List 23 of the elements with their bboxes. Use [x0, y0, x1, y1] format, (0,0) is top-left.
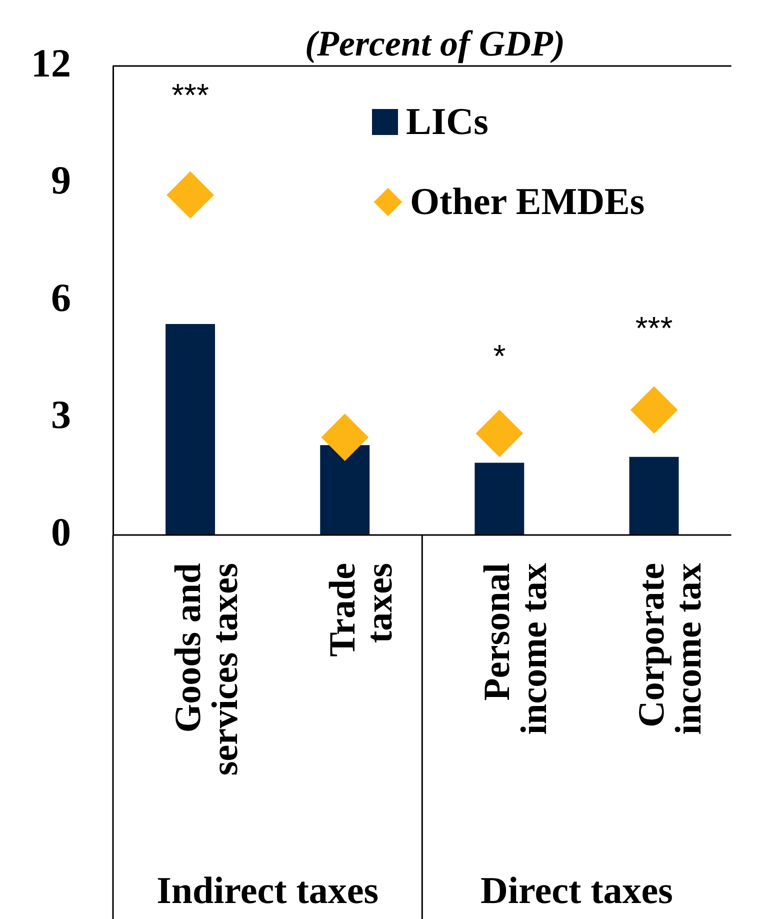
point [321, 414, 368, 461]
bar [320, 445, 370, 535]
bar [474, 462, 524, 535]
legend-label: LICs [406, 100, 488, 144]
x-tick-label: Trade taxes [322, 563, 400, 657]
point [630, 386, 678, 434]
y-tick-label: 3 [51, 392, 71, 438]
y-tick-label: 0 [51, 509, 71, 554]
annotation: * [493, 338, 506, 374]
y-tick-label: 12 [31, 40, 71, 86]
annotation: *** [635, 310, 673, 346]
text: Direct taxes [480, 870, 673, 912]
chart-title: (Percent of GDP) [305, 23, 565, 64]
annotation: *** [172, 77, 209, 113]
text: Indirect taxes [156, 870, 379, 912]
y-tick-label: 9 [51, 158, 71, 203]
bar [166, 324, 216, 535]
point [476, 410, 523, 457]
point [166, 171, 214, 218]
y-tick-label: 6 [51, 274, 71, 320]
x-tick-label: Goods and services taxes [168, 562, 246, 776]
bar [629, 456, 679, 535]
legend-label: Other EMDEs [410, 180, 645, 224]
